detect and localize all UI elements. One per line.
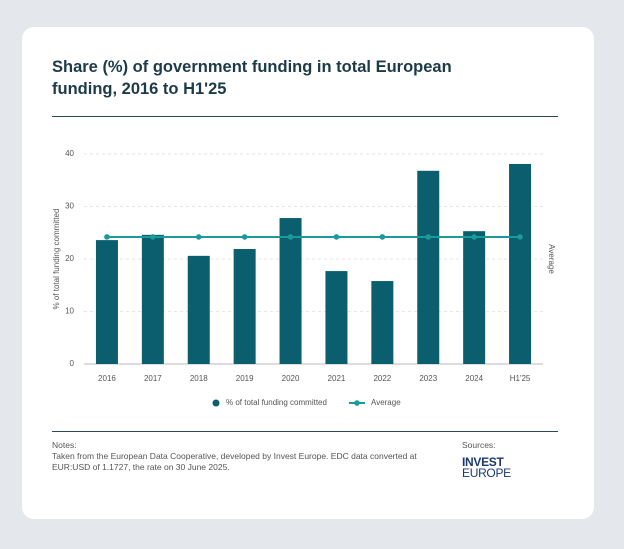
y-tick-label: 10 [65, 307, 74, 316]
x-tick-label: 2016 [98, 374, 116, 383]
x-tick-label: 2020 [282, 374, 300, 383]
logo-bottom: EUROPE [462, 466, 511, 480]
logo-top: INVEST [462, 455, 504, 469]
average-marker [287, 234, 294, 240]
legend-label: % of total funding committed [226, 398, 327, 407]
notes: Notes: Taken from the European Data Coop… [52, 440, 432, 473]
x-tick-label: 2022 [373, 374, 391, 383]
average-marker [150, 234, 156, 240]
bar [463, 231, 486, 364]
y-axis-label: % of total funding committed [52, 209, 61, 310]
y-tick-label: 30 [65, 202, 74, 211]
x-tick-label: 2023 [419, 374, 437, 383]
average-marker [471, 234, 477, 240]
sources: Sources: INVEST EUROPE [462, 440, 511, 479]
notes-heading: Notes: [52, 440, 77, 450]
y-tick-label: 20 [65, 254, 74, 263]
average-marker [425, 234, 432, 240]
sources-heading: Sources: [462, 440, 496, 450]
bar [233, 249, 256, 364]
y2-axis-label: Average [547, 244, 556, 274]
x-tick-label: 2018 [190, 374, 208, 383]
divider [52, 431, 558, 432]
bar [325, 271, 348, 364]
x-tick-label: 2021 [328, 374, 346, 383]
legend-swatch [212, 399, 220, 407]
average-marker [104, 234, 110, 240]
bar [95, 240, 118, 364]
bar [141, 234, 164, 364]
legend-label: Average [371, 398, 401, 407]
chart-title: Share (%) of government funding in total… [52, 58, 452, 98]
average-marker [195, 234, 202, 240]
y-tick-label: 40 [65, 149, 74, 158]
bar [279, 218, 302, 364]
x-tick-label: H1'25 [510, 374, 531, 383]
bar [509, 163, 532, 364]
average-marker [517, 234, 523, 240]
x-tick-label: 2024 [465, 374, 483, 383]
legend-swatch [354, 400, 360, 406]
bar [417, 170, 440, 364]
x-tick-label: 2019 [236, 374, 254, 383]
average-marker [379, 234, 386, 240]
logo: INVEST EUROPE [462, 455, 511, 480]
bar [187, 255, 210, 364]
y-tick-label: 0 [70, 359, 75, 368]
divider [52, 116, 558, 117]
bar [371, 281, 394, 364]
notes-text: Taken from the European Data Cooperative… [52, 451, 417, 472]
average-marker [241, 234, 248, 240]
average-marker [333, 234, 340, 240]
x-tick-label: 2017 [144, 374, 162, 383]
